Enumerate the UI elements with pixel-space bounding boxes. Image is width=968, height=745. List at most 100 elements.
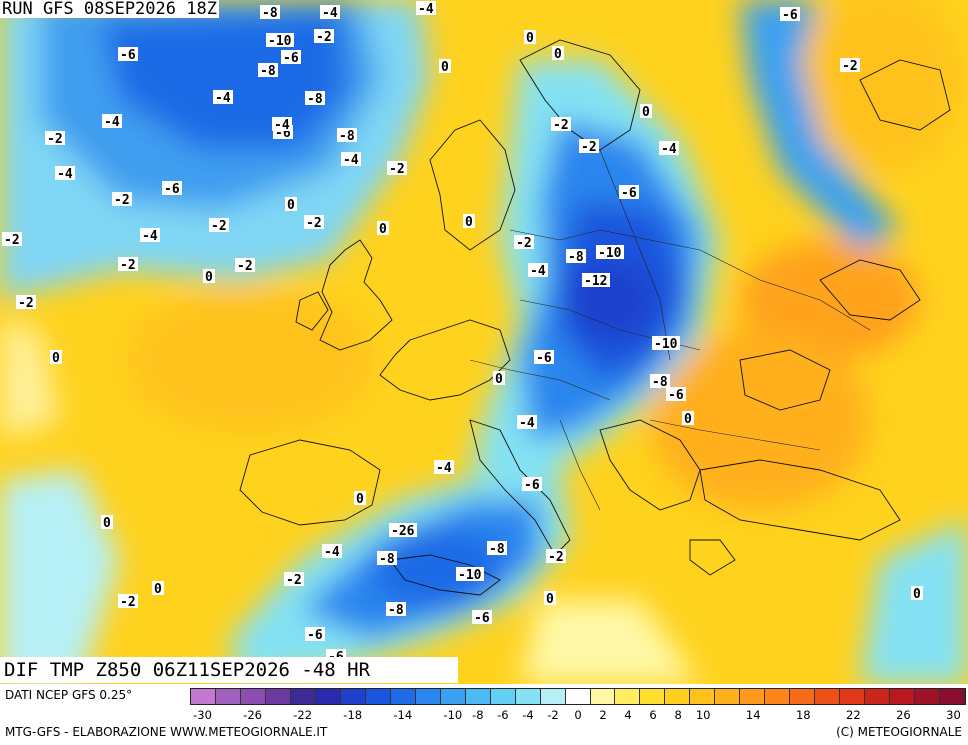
isotherm-value-label: -2 (546, 549, 566, 565)
legend-tick-label: -10 (443, 708, 463, 722)
svg-text:-8: -8 (652, 375, 668, 390)
isotherm-value-label: -2 (579, 139, 599, 155)
svg-text:0: 0 (205, 270, 213, 285)
svg-text:-4: -4 (343, 153, 359, 168)
isotherm-value-label: -2 (112, 192, 132, 208)
legend-swatch (615, 689, 641, 704)
isotherm-value-label: -6 (281, 50, 301, 66)
svg-text:-6: -6 (474, 611, 490, 626)
legend-tick-label: -6 (497, 708, 509, 722)
legend-tick-label: 2 (599, 708, 607, 722)
svg-text:-2: -2 (553, 118, 569, 133)
legend-tick-label: -22 (293, 708, 313, 722)
legend-tick-label: 30 (946, 708, 961, 722)
svg-text:0: 0 (356, 492, 364, 507)
isotherm-value-label: -6 (666, 387, 686, 403)
isotherm-value-label: -2 (235, 258, 255, 274)
svg-text:-8: -8 (568, 250, 584, 265)
svg-text:-2: -2 (389, 162, 405, 177)
isotherm-value-label: 0 (524, 30, 536, 46)
svg-text:-4: -4 (274, 118, 290, 133)
isotherm-value-label: -6 (162, 181, 182, 197)
isotherm-value-label: -4 (341, 152, 361, 168)
isotherm-value-label: 0 (101, 515, 113, 531)
svg-text:-8: -8 (339, 129, 355, 144)
svg-text:0: 0 (495, 372, 503, 387)
svg-text:-6: -6 (307, 628, 323, 643)
svg-text:-8: -8 (307, 92, 323, 107)
legend-tick-label: -2 (547, 708, 559, 722)
svg-text:-2: -2 (516, 236, 532, 251)
legend-tick-label: -8 (472, 708, 484, 722)
legend-tick-label: 18 (795, 708, 811, 722)
legend-swatch (765, 689, 791, 704)
svg-text:-4: -4 (57, 167, 73, 182)
legend-swatch (890, 689, 916, 704)
svg-text:-10: -10 (268, 34, 292, 49)
svg-text:-2: -2 (548, 550, 564, 565)
legend-tick-label: -26 (243, 708, 262, 722)
legend-swatch (265, 689, 291, 704)
legend-tick-label: 0 (574, 708, 582, 722)
isotherm-value-label: -2 (118, 594, 138, 610)
isotherm-value-label: -8 (260, 5, 280, 21)
svg-text:-6: -6 (283, 51, 299, 66)
isotherm-value-label: -2 (514, 235, 534, 251)
svg-text:-10: -10 (654, 337, 678, 352)
isotherm-value-label: -6 (305, 627, 325, 643)
svg-text:-8: -8 (262, 6, 278, 21)
isotherm-value-label: -10 (266, 33, 294, 49)
svg-text:-2: -2 (842, 59, 858, 74)
isotherm-value-label: 0 (152, 581, 164, 597)
isotherm-value-label: -8 (377, 551, 397, 567)
isotherm-value-label: -2 (304, 215, 324, 231)
isotherm-value-label: -4 (213, 90, 233, 106)
credit-left: MTG-GFS - ELABORAZIONE WWW.METEOGIORNALE… (5, 725, 328, 739)
isotherm-value-label: 0 (682, 411, 694, 427)
legend-swatch (215, 689, 241, 704)
legend-tick-label: -4 (522, 708, 534, 722)
legend-swatch (740, 689, 766, 704)
svg-text:-2: -2 (120, 595, 136, 610)
isotherm-value-label: -8 (258, 63, 278, 79)
isotherm-value-label: 0 (544, 591, 556, 607)
isotherm-value-label: -12 (582, 273, 610, 289)
isotherm-value-label: 0 (439, 59, 451, 75)
isotherm-value-label: 0 (285, 197, 297, 213)
svg-text:-2: -2 (286, 573, 302, 588)
isotherm-value-label: -6 (619, 185, 639, 201)
isotherm-value-label: -2 (118, 257, 138, 273)
isotherm-value-label: -2 (551, 117, 571, 133)
legend-tick-label: 22 (846, 708, 861, 722)
field-title: DIF TMP Z850 06Z11SEP2026 -48 HR (0, 657, 458, 683)
svg-text:-12: -12 (584, 274, 607, 289)
isotherm-value-label: 0 (493, 371, 505, 387)
isotherm-value-label: -4 (272, 117, 292, 133)
isotherm-labels: -6-6-10-8-6-2-4-600-8-4-2-4-8-6-4-4-2-80… (2, 1, 923, 665)
isotherm-value-label: 0 (911, 586, 923, 602)
isotherm-value-label: -4 (322, 544, 342, 560)
isotherm-value-label: 0 (640, 104, 652, 120)
isotherm-value-label: -10 (596, 245, 624, 261)
color-scale-ticks: -30 -26 -22 -18 -14 -10 -8 -6 -4 -2 0 2 4 6 8 10 14 18 22 2… (190, 708, 966, 722)
legend-swatch (940, 689, 966, 704)
svg-text:-2: -2 (18, 296, 34, 311)
isotherm-value-label: -2 (387, 161, 407, 177)
svg-text:-4: -4 (519, 416, 535, 431)
legend-swatch (790, 689, 816, 704)
svg-text:-10: -10 (598, 246, 622, 261)
isotherm-value-label: -2 (840, 58, 860, 74)
svg-text:-4: -4 (661, 142, 677, 157)
isotherm-value-label: 0 (203, 269, 215, 285)
isotherm-value-label: -4 (102, 114, 122, 130)
isotherm-value-label: -6 (780, 7, 800, 23)
legend-swatch (865, 689, 891, 704)
svg-text:0: 0 (465, 215, 473, 230)
svg-text:0: 0 (154, 582, 162, 597)
svg-text:-4: -4 (142, 229, 158, 244)
svg-text:-2: -2 (120, 258, 136, 273)
svg-text:0: 0 (441, 60, 449, 75)
isotherm-value-label: 0 (354, 491, 366, 507)
legend-swatch (840, 689, 866, 704)
svg-text:0: 0 (52, 351, 60, 366)
